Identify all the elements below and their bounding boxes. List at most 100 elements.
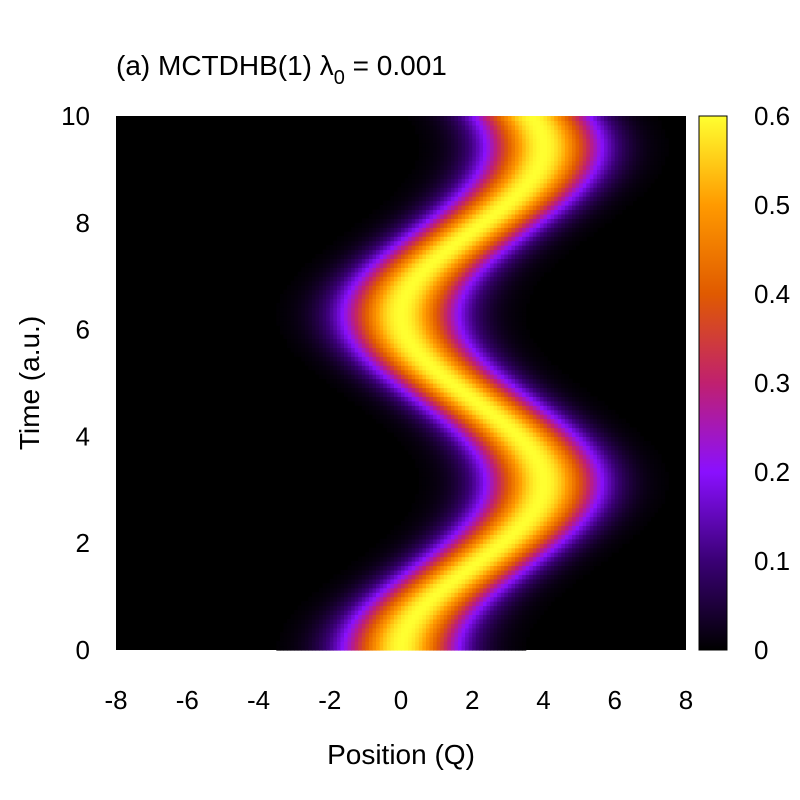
heatmap-cell (358, 601, 363, 607)
heatmap-cell (415, 449, 420, 455)
heatmap-cell (547, 592, 552, 598)
heatmap-cell (639, 525, 644, 531)
heatmap-cell (454, 614, 459, 620)
heatmap-cell (625, 512, 630, 518)
heatmap-cell (279, 641, 285, 647)
heatmap-cell (582, 556, 587, 562)
heatmap-cell (415, 609, 420, 615)
heatmap-cell (482, 431, 488, 437)
heatmap-cell (632, 427, 637, 433)
heatmap-cell (408, 365, 413, 371)
heatmap-cell (422, 480, 427, 486)
heatmap-cell (493, 512, 498, 518)
heatmap-cell (518, 592, 523, 598)
heatmap-cell (589, 405, 594, 411)
heatmap-cell (450, 485, 456, 491)
heatmap-cell (575, 552, 580, 558)
heatmap-cell (518, 440, 523, 446)
heatmap-cell (468, 374, 473, 380)
heatmap-cell (482, 574, 488, 580)
heatmap-cell (401, 436, 406, 442)
heatmap-cell (433, 414, 438, 420)
heatmap-cell (525, 338, 530, 344)
heatmap-cell (429, 342, 434, 348)
heatmap-cell (433, 578, 438, 584)
heatmap-cell (589, 543, 594, 549)
heatmap-cell (547, 578, 552, 584)
heatmap-cell (450, 552, 456, 558)
heatmap-cell (408, 383, 413, 389)
heatmap-cell (404, 574, 409, 580)
heatmap-cell (500, 347, 505, 353)
heatmap-cell (479, 431, 484, 437)
heatmap-cell (497, 623, 502, 629)
heatmap-cell (518, 552, 523, 558)
heatmap-cell (643, 463, 648, 469)
heatmap-cell (383, 383, 388, 389)
heatmap-cell (450, 561, 456, 567)
heatmap-cell (454, 423, 459, 429)
heatmap-cell (361, 596, 366, 602)
heatmap-cell (365, 601, 370, 607)
heatmap-cell (507, 636, 513, 642)
heatmap-cell (586, 427, 591, 433)
heatmap-cell (411, 427, 416, 433)
heatmap-cell (333, 632, 338, 638)
heatmap-cell (425, 543, 431, 549)
heatmap-cell (429, 463, 434, 469)
heatmap-cell (475, 565, 480, 571)
heatmap-cell (575, 387, 580, 393)
heatmap-cell (454, 374, 459, 380)
heatmap-cell (379, 587, 384, 593)
heatmap-cell (361, 374, 366, 380)
heatmap-cell (636, 472, 641, 478)
heatmap-cell (386, 587, 391, 593)
heatmap-cell (404, 338, 409, 344)
heatmap-cell (301, 623, 306, 629)
heatmap-cell (621, 449, 627, 455)
heatmap-cell (504, 418, 509, 424)
heatmap-cell (393, 342, 399, 348)
heatmap-cell (550, 476, 555, 482)
heatmap-cell (429, 383, 434, 389)
heatmap-cell (450, 574, 456, 580)
heatmap-cell (614, 445, 619, 451)
heatmap-cell (401, 623, 406, 629)
heatmap-cell (361, 583, 366, 589)
heatmap-cell (568, 516, 573, 522)
heatmap-cell (376, 547, 381, 553)
heatmap-cell (465, 512, 470, 518)
heatmap-cell (386, 356, 391, 362)
heatmap-cell (401, 431, 406, 437)
heatmap-cell (532, 520, 537, 526)
heatmap-cell (504, 507, 509, 513)
heatmap-cell (344, 601, 349, 607)
heatmap-cell (632, 498, 637, 504)
heatmap-cell (490, 641, 495, 647)
heatmap-cell (479, 543, 484, 549)
heatmap-cell (383, 329, 388, 335)
heatmap-cell (315, 627, 320, 633)
heatmap-cell (554, 387, 559, 393)
heatmap-cell (479, 632, 484, 638)
heatmap-cell (490, 578, 495, 584)
heatmap-cell (579, 409, 584, 415)
heatmap-cell (290, 623, 295, 629)
heatmap-cell (458, 561, 463, 567)
heatmap-cell (336, 578, 342, 584)
heatmap-cell (661, 472, 666, 478)
heatmap-cell (557, 440, 562, 446)
heatmap-cell (479, 627, 484, 633)
heatmap-cell (465, 458, 470, 464)
heatmap-cell (311, 351, 317, 357)
heatmap-cell (515, 360, 520, 366)
heatmap-cell (429, 543, 434, 549)
heatmap-cell (532, 583, 537, 589)
heatmap-cell (404, 356, 409, 362)
heatmap-cell (479, 605, 484, 611)
heatmap-cell (532, 503, 537, 509)
heatmap-cell (568, 480, 573, 486)
heatmap-cell (304, 342, 309, 348)
heatmap-cell (475, 538, 480, 544)
heatmap-cell (661, 480, 666, 486)
